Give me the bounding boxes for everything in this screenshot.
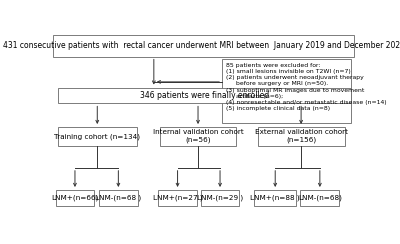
- FancyBboxPatch shape: [201, 190, 240, 206]
- FancyBboxPatch shape: [160, 127, 236, 146]
- Text: LNM+(n=88 ): LNM+(n=88 ): [250, 195, 300, 201]
- Text: LNM-(n=68): LNM-(n=68): [298, 195, 342, 201]
- FancyBboxPatch shape: [58, 127, 137, 146]
- FancyBboxPatch shape: [254, 190, 296, 206]
- FancyBboxPatch shape: [158, 190, 197, 206]
- Text: LNM+(n=66): LNM+(n=66): [51, 195, 99, 201]
- FancyBboxPatch shape: [99, 190, 138, 206]
- FancyBboxPatch shape: [258, 127, 344, 146]
- FancyBboxPatch shape: [53, 35, 354, 57]
- FancyBboxPatch shape: [56, 190, 94, 206]
- Text: 431 consecutive patients with  rectal cancer underwent MRI between  January 2019: 431 consecutive patients with rectal can…: [2, 41, 400, 50]
- Text: LNM-(n=68 ): LNM-(n=68 ): [95, 195, 142, 201]
- Text: External validation cohort
(n=156): External validation cohort (n=156): [255, 130, 348, 143]
- FancyBboxPatch shape: [58, 88, 351, 103]
- FancyBboxPatch shape: [300, 190, 339, 206]
- Text: Internal validation cohort
(n=56): Internal validation cohort (n=56): [153, 130, 243, 143]
- Text: LNM-(n=29 ): LNM-(n=29 ): [197, 195, 243, 201]
- Text: LNM+(n=27 ): LNM+(n=27 ): [153, 195, 202, 201]
- Text: 346 patients were finally enrolled: 346 patients were finally enrolled: [140, 91, 269, 100]
- FancyBboxPatch shape: [222, 59, 351, 123]
- Text: Training cohort (n=134): Training cohort (n=134): [54, 133, 140, 140]
- Text: 85 patients were excluded for:
(1) small lesions invisible on T2WI (n=7)
(2) pat: 85 patients were excluded for: (1) small…: [226, 63, 386, 111]
